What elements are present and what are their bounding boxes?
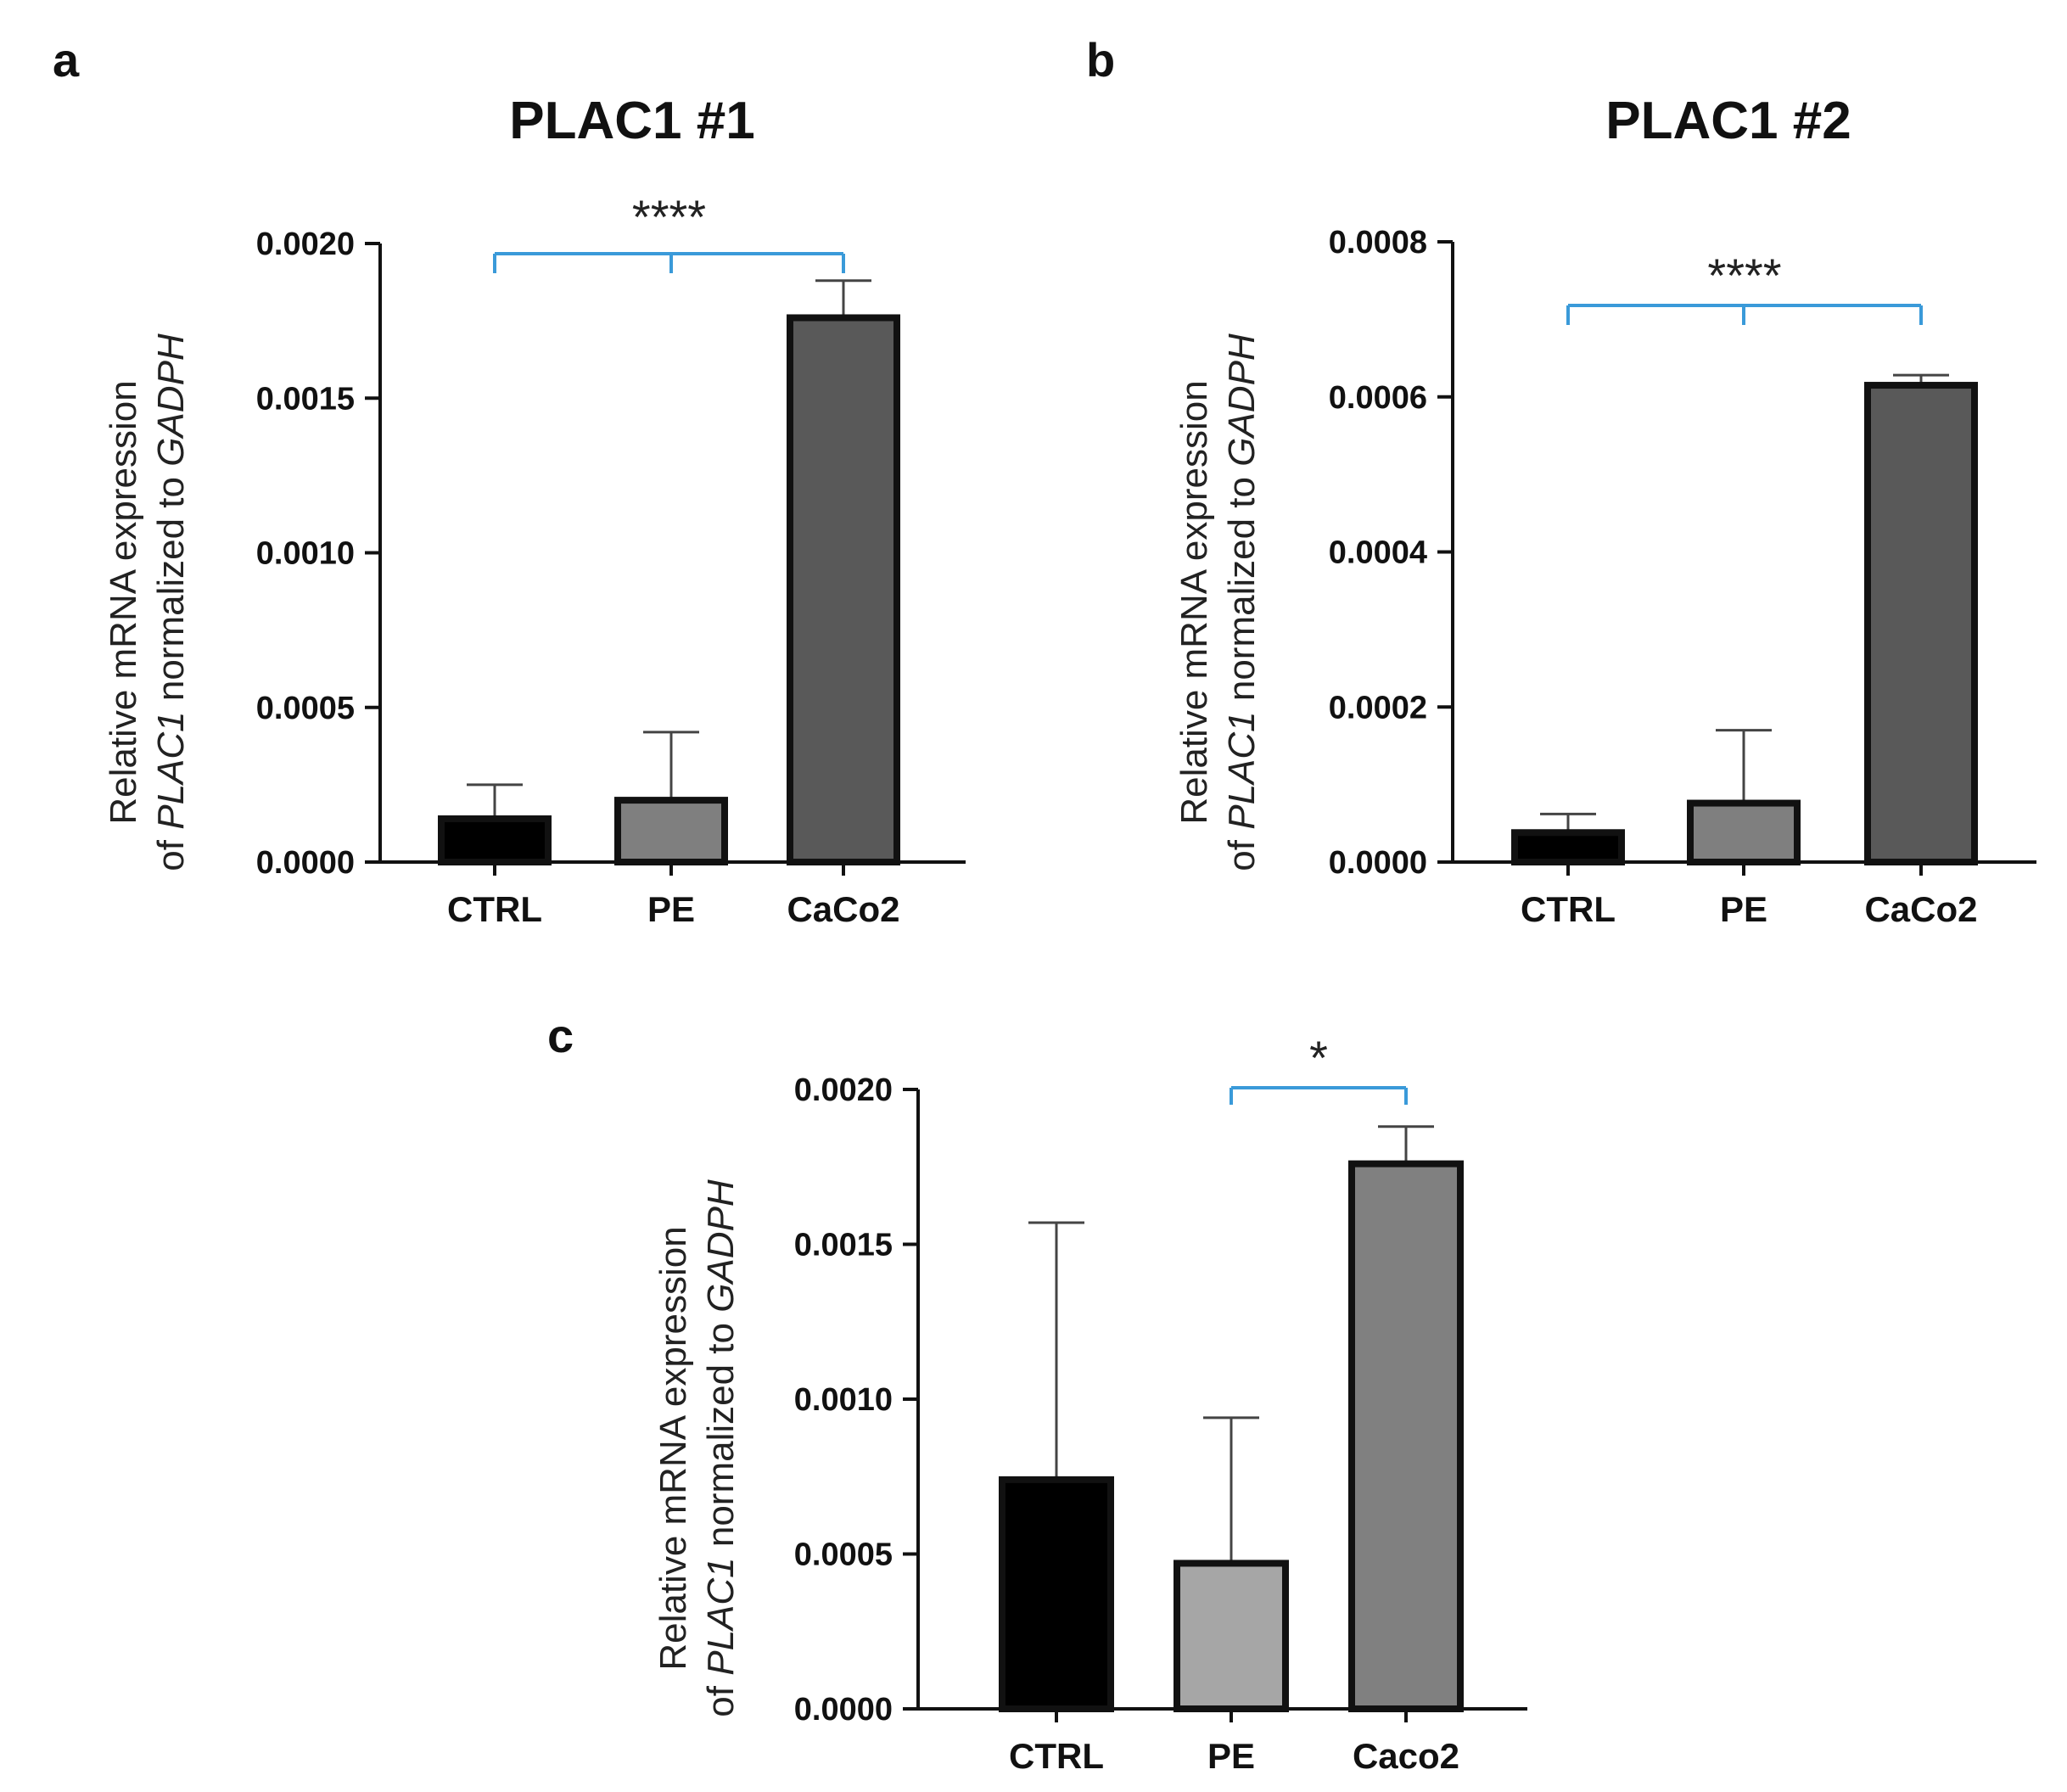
- x-tick-label: PE: [1207, 1736, 1255, 1776]
- y-axis-label-line2-b: of PLAC1 normalized to GADPH: [1221, 333, 1263, 871]
- y-tick-label: 0.0010: [794, 1382, 893, 1418]
- panel-a: a PLAC1 #1 Relative mRNA expression of P…: [53, 33, 966, 929]
- y-tick-label: 0.0008: [1329, 225, 1427, 260]
- y-axis-label-line2-a: of PLAC1 normalized to GADPH: [150, 333, 192, 871]
- panel-b: b PLAC1 #2 Relative mRNA expression of P…: [1086, 33, 2036, 929]
- bar-caco2: [787, 314, 900, 866]
- y-tick-label: 0.0005: [256, 691, 355, 726]
- x-tick-label: Caco2: [1353, 1736, 1459, 1776]
- y-tick-label: 0.0006: [1329, 380, 1427, 416]
- y-axis-label-c: Relative mRNA expression of PLAC1 normal…: [653, 1179, 742, 1717]
- y-tick-label: 0.0005: [794, 1537, 893, 1573]
- significance-label: *: [1309, 1031, 1328, 1084]
- bar-caco2: [1348, 1160, 1464, 1712]
- panel-c: c Relative mRNA expression of PLAC1 norm…: [547, 1009, 1527, 1776]
- x-tick-label: CTRL: [447, 889, 542, 929]
- y-tick-label: 0.0000: [256, 845, 355, 881]
- x-tick-label: PE: [1720, 889, 1767, 929]
- y-tick-label: 0.0015: [256, 381, 355, 417]
- y-axis-label-line1-b: Relative mRNA expression: [1174, 380, 1215, 824]
- y-tick-label: 0.0002: [1329, 690, 1427, 725]
- bar-pe: [614, 797, 728, 865]
- significance-label: ****: [1707, 249, 1781, 302]
- chart-title-a: PLAC1 #1: [509, 92, 754, 150]
- y-tick-label: 0.0015: [794, 1228, 893, 1263]
- y-tick-label: 0.0004: [1329, 535, 1427, 571]
- y-axis-label-line1-a: Relative mRNA expression: [103, 380, 144, 824]
- y-axis-label-line1-c: Relative mRNA expression: [653, 1226, 694, 1670]
- plot-area-a: 0.0000 0.0005 0.0010 0.0015 0.0020 CTRL PE CaCo…: [256, 190, 966, 929]
- significance-label: ****: [632, 190, 706, 244]
- panel-letter-b: b: [1086, 33, 1115, 87]
- bar-caco2: [1864, 382, 1978, 865]
- panel-letter-c: c: [547, 1009, 574, 1062]
- bar-ctrl: [999, 1476, 1114, 1713]
- bar-ctrl: [438, 815, 552, 865]
- y-axis-label-line2-c: of PLAC1 normalized to GADPH: [700, 1179, 742, 1717]
- plot-area-c: 0.0000 0.0005 0.0010 0.0015 0.0020 CTRL PE Caco…: [794, 1031, 1527, 1776]
- x-tick-label: CaCo2: [1864, 889, 1977, 929]
- bar-ctrl: [1511, 829, 1625, 866]
- x-tick-label: CTRL: [1009, 1736, 1104, 1776]
- y-tick-label: 0.0000: [1329, 845, 1427, 881]
- x-tick-label: PE: [647, 889, 695, 929]
- bar-pe: [1174, 1560, 1289, 1712]
- y-tick-label: 0.0020: [256, 227, 355, 262]
- x-tick-label: CTRL: [1521, 889, 1616, 929]
- y-axis-label-b: Relative mRNA expression of PLAC1 normal…: [1174, 333, 1263, 871]
- plot-area-b: 0.0000 0.0002 0.0004 0.0006 0.0008 CTRL PE CaCo…: [1329, 225, 2036, 929]
- y-tick-label: 0.0010: [256, 536, 355, 572]
- x-tick-label: CaCo2: [787, 889, 899, 929]
- bar-pe: [1687, 799, 1801, 865]
- chart-title-b: PLAC1 #2: [1605, 92, 1851, 150]
- y-tick-label: 0.0020: [794, 1072, 893, 1108]
- y-axis-label-a: Relative mRNA expression of PLAC1 normal…: [103, 333, 192, 871]
- y-tick-label: 0.0000: [794, 1692, 893, 1728]
- panel-letter-a: a: [53, 33, 80, 87]
